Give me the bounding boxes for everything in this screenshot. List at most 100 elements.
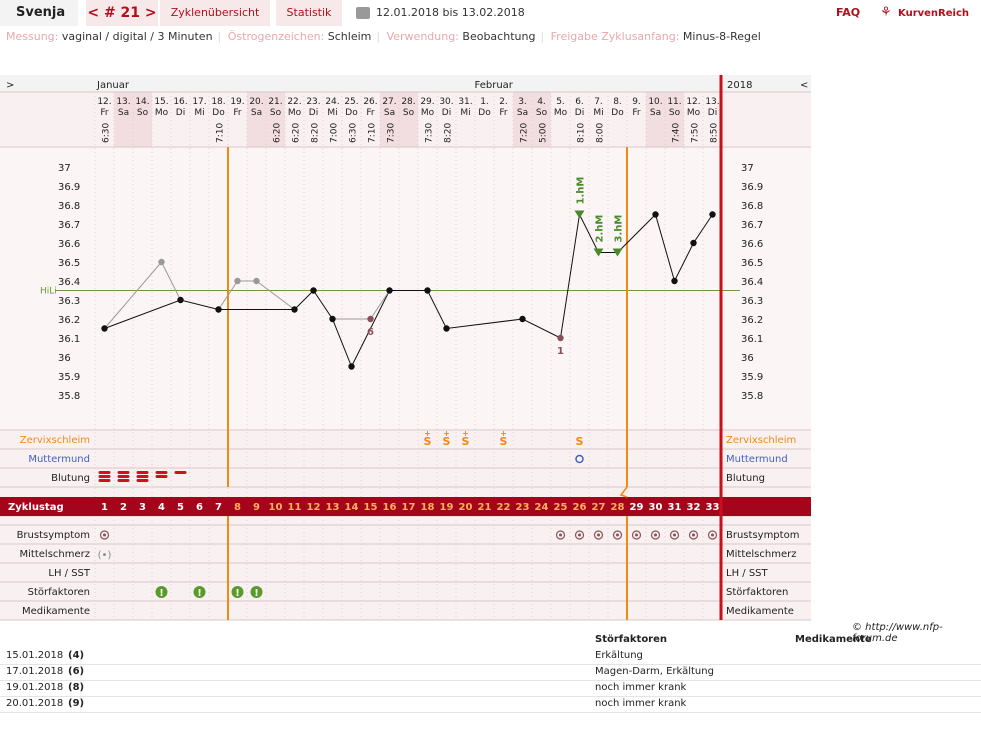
temperature-point[interactable] — [690, 239, 697, 247]
excluded-segment — [161, 261, 181, 301]
measure-time: 8:50 — [710, 123, 720, 143]
cycle-overview-link[interactable]: Zyklenübersicht — [160, 0, 270, 26]
temperature-point[interactable] — [101, 325, 108, 332]
day-date: 4. — [537, 97, 546, 107]
y-tick-left: 36.5 — [58, 258, 80, 269]
temperature-point[interactable] — [519, 315, 526, 323]
day-weekday: Fr — [632, 108, 641, 118]
temperature-point[interactable] — [291, 306, 298, 313]
info-value: vaginal / digital / 3 Minuten — [61, 30, 213, 43]
day-weekday: Mi — [194, 108, 204, 118]
printer-icon[interactable] — [356, 7, 370, 19]
zervix-label-right: Zervixschleim — [726, 435, 796, 446]
temperature-point[interactable] — [709, 211, 716, 218]
day-date: 9. — [632, 97, 641, 107]
table-row: 19.01.2018 (8) noch immer krank — [0, 680, 981, 697]
day-weekday: Fr — [499, 108, 508, 118]
row-date: 17.01.2018 — [6, 666, 64, 677]
cycle-day-number: 7 — [215, 502, 222, 513]
breast-symptom-icon — [669, 530, 680, 540]
day-date: 30. — [439, 97, 453, 107]
disturbance-icon[interactable] — [155, 586, 168, 598]
day-date: 10. — [648, 97, 662, 107]
expand-right-button[interactable]: < — [800, 80, 808, 91]
measure-time: 6:20 — [273, 123, 283, 143]
temperature-point[interactable] — [367, 315, 374, 323]
cycle-day-number: 17 — [402, 502, 416, 513]
header-medikamente: Medikamente — [795, 634, 872, 645]
bleeding-mark — [136, 471, 149, 474]
high-label: 3.hM — [614, 215, 625, 243]
temperature-point[interactable] — [177, 296, 184, 304]
temperature-point[interactable] — [348, 363, 355, 370]
breast-symptom-dot — [616, 533, 619, 537]
day-weekday: So — [536, 108, 548, 118]
temperature-point[interactable] — [443, 325, 450, 332]
month-label: Februar — [475, 80, 514, 91]
temperature-point[interactable] — [215, 306, 222, 313]
breast-symptom-icon — [574, 530, 585, 540]
logo[interactable]: ⚘ KurvenReich — [880, 0, 969, 26]
breast-symptom-dot — [597, 533, 600, 537]
cycle-day-number: 26 — [573, 502, 587, 513]
cycle-day-number: 20 — [459, 502, 473, 513]
breast-symptom-icon — [593, 530, 604, 540]
measure-time: 8:20 — [311, 123, 321, 143]
temperature-point[interactable] — [386, 287, 393, 294]
cycle-day-number: 31 — [668, 502, 682, 513]
logo-icon: ⚘ — [880, 5, 892, 20]
day-weekday: Mo — [554, 108, 568, 118]
y-tick-right: 36.8 — [741, 201, 763, 212]
day-weekday: Sa — [118, 108, 129, 118]
measure-time: 7:50 — [691, 123, 701, 143]
day-date: 20. — [249, 97, 263, 107]
temperature-point[interactable] — [310, 287, 317, 294]
cycle-day-number: 6 — [196, 502, 203, 513]
info-separator: | — [217, 30, 222, 43]
cycle-day-number: 16 — [383, 502, 397, 513]
temperature-point[interactable] — [424, 287, 431, 294]
measure-time: 6:30 — [102, 123, 112, 143]
breast-symptom-icon — [612, 530, 623, 540]
cycle-chart: > Januar Februar 2018 <12.Fr6:3013.Sa14.So15… — [0, 75, 811, 621]
bleeding-mark — [98, 471, 111, 474]
excluded-segment — [370, 290, 390, 320]
day-date: 19. — [230, 97, 244, 107]
statistics-link[interactable]: Statistik — [276, 0, 342, 26]
cycle-day-number: 28 — [611, 502, 625, 513]
bleeding-mark — [155, 471, 168, 474]
day-date: 17. — [192, 97, 206, 107]
temperature-point[interactable] — [158, 258, 165, 266]
disturbance-icon[interactable] — [193, 586, 206, 598]
disturbance-icon[interactable] — [250, 586, 263, 598]
plot-area — [0, 147, 811, 430]
cycle-info-line: Messung: vaginal / digital / 3 Minuten | … — [6, 30, 763, 43]
temperature-point[interactable] — [234, 277, 241, 285]
zervix-mark: S — [424, 435, 432, 448]
disturbance-icon[interactable] — [231, 586, 244, 598]
temperature-point[interactable] — [329, 315, 336, 323]
cycle-day-number: 10 — [269, 502, 283, 513]
cycle-selector[interactable]: < # 21 > — [86, 0, 158, 26]
mittel-label-left: Mittelschmerz — [20, 549, 90, 560]
faq-link[interactable]: FAQ — [836, 6, 861, 19]
weekend-column — [266, 92, 285, 147]
measure-time: 7:10 — [216, 123, 226, 143]
zervix-plus: + — [500, 429, 507, 438]
zervix-label-left: Zervixschleim — [20, 435, 90, 446]
temperature-point[interactable] — [652, 211, 659, 218]
temperature-point[interactable] — [253, 277, 260, 285]
day-weekday: Fr — [100, 108, 109, 118]
zervix-plus: + — [424, 429, 431, 438]
y-tick-left: 36.3 — [58, 296, 80, 307]
expand-left-button[interactable]: > — [6, 80, 14, 91]
temperature-point[interactable] — [671, 277, 678, 285]
temperature-point[interactable] — [557, 334, 564, 342]
y-tick-right: 36.9 — [741, 182, 763, 193]
breast-symptom-dot — [673, 533, 676, 537]
stoer-label-right: Störfaktoren — [726, 587, 788, 598]
measure-time: 7:10 — [368, 123, 378, 143]
y-tick-left: 35.9 — [58, 372, 80, 383]
brust-label-right: Brustsymptom — [726, 530, 799, 541]
cycle-day-number: 29 — [630, 502, 644, 513]
